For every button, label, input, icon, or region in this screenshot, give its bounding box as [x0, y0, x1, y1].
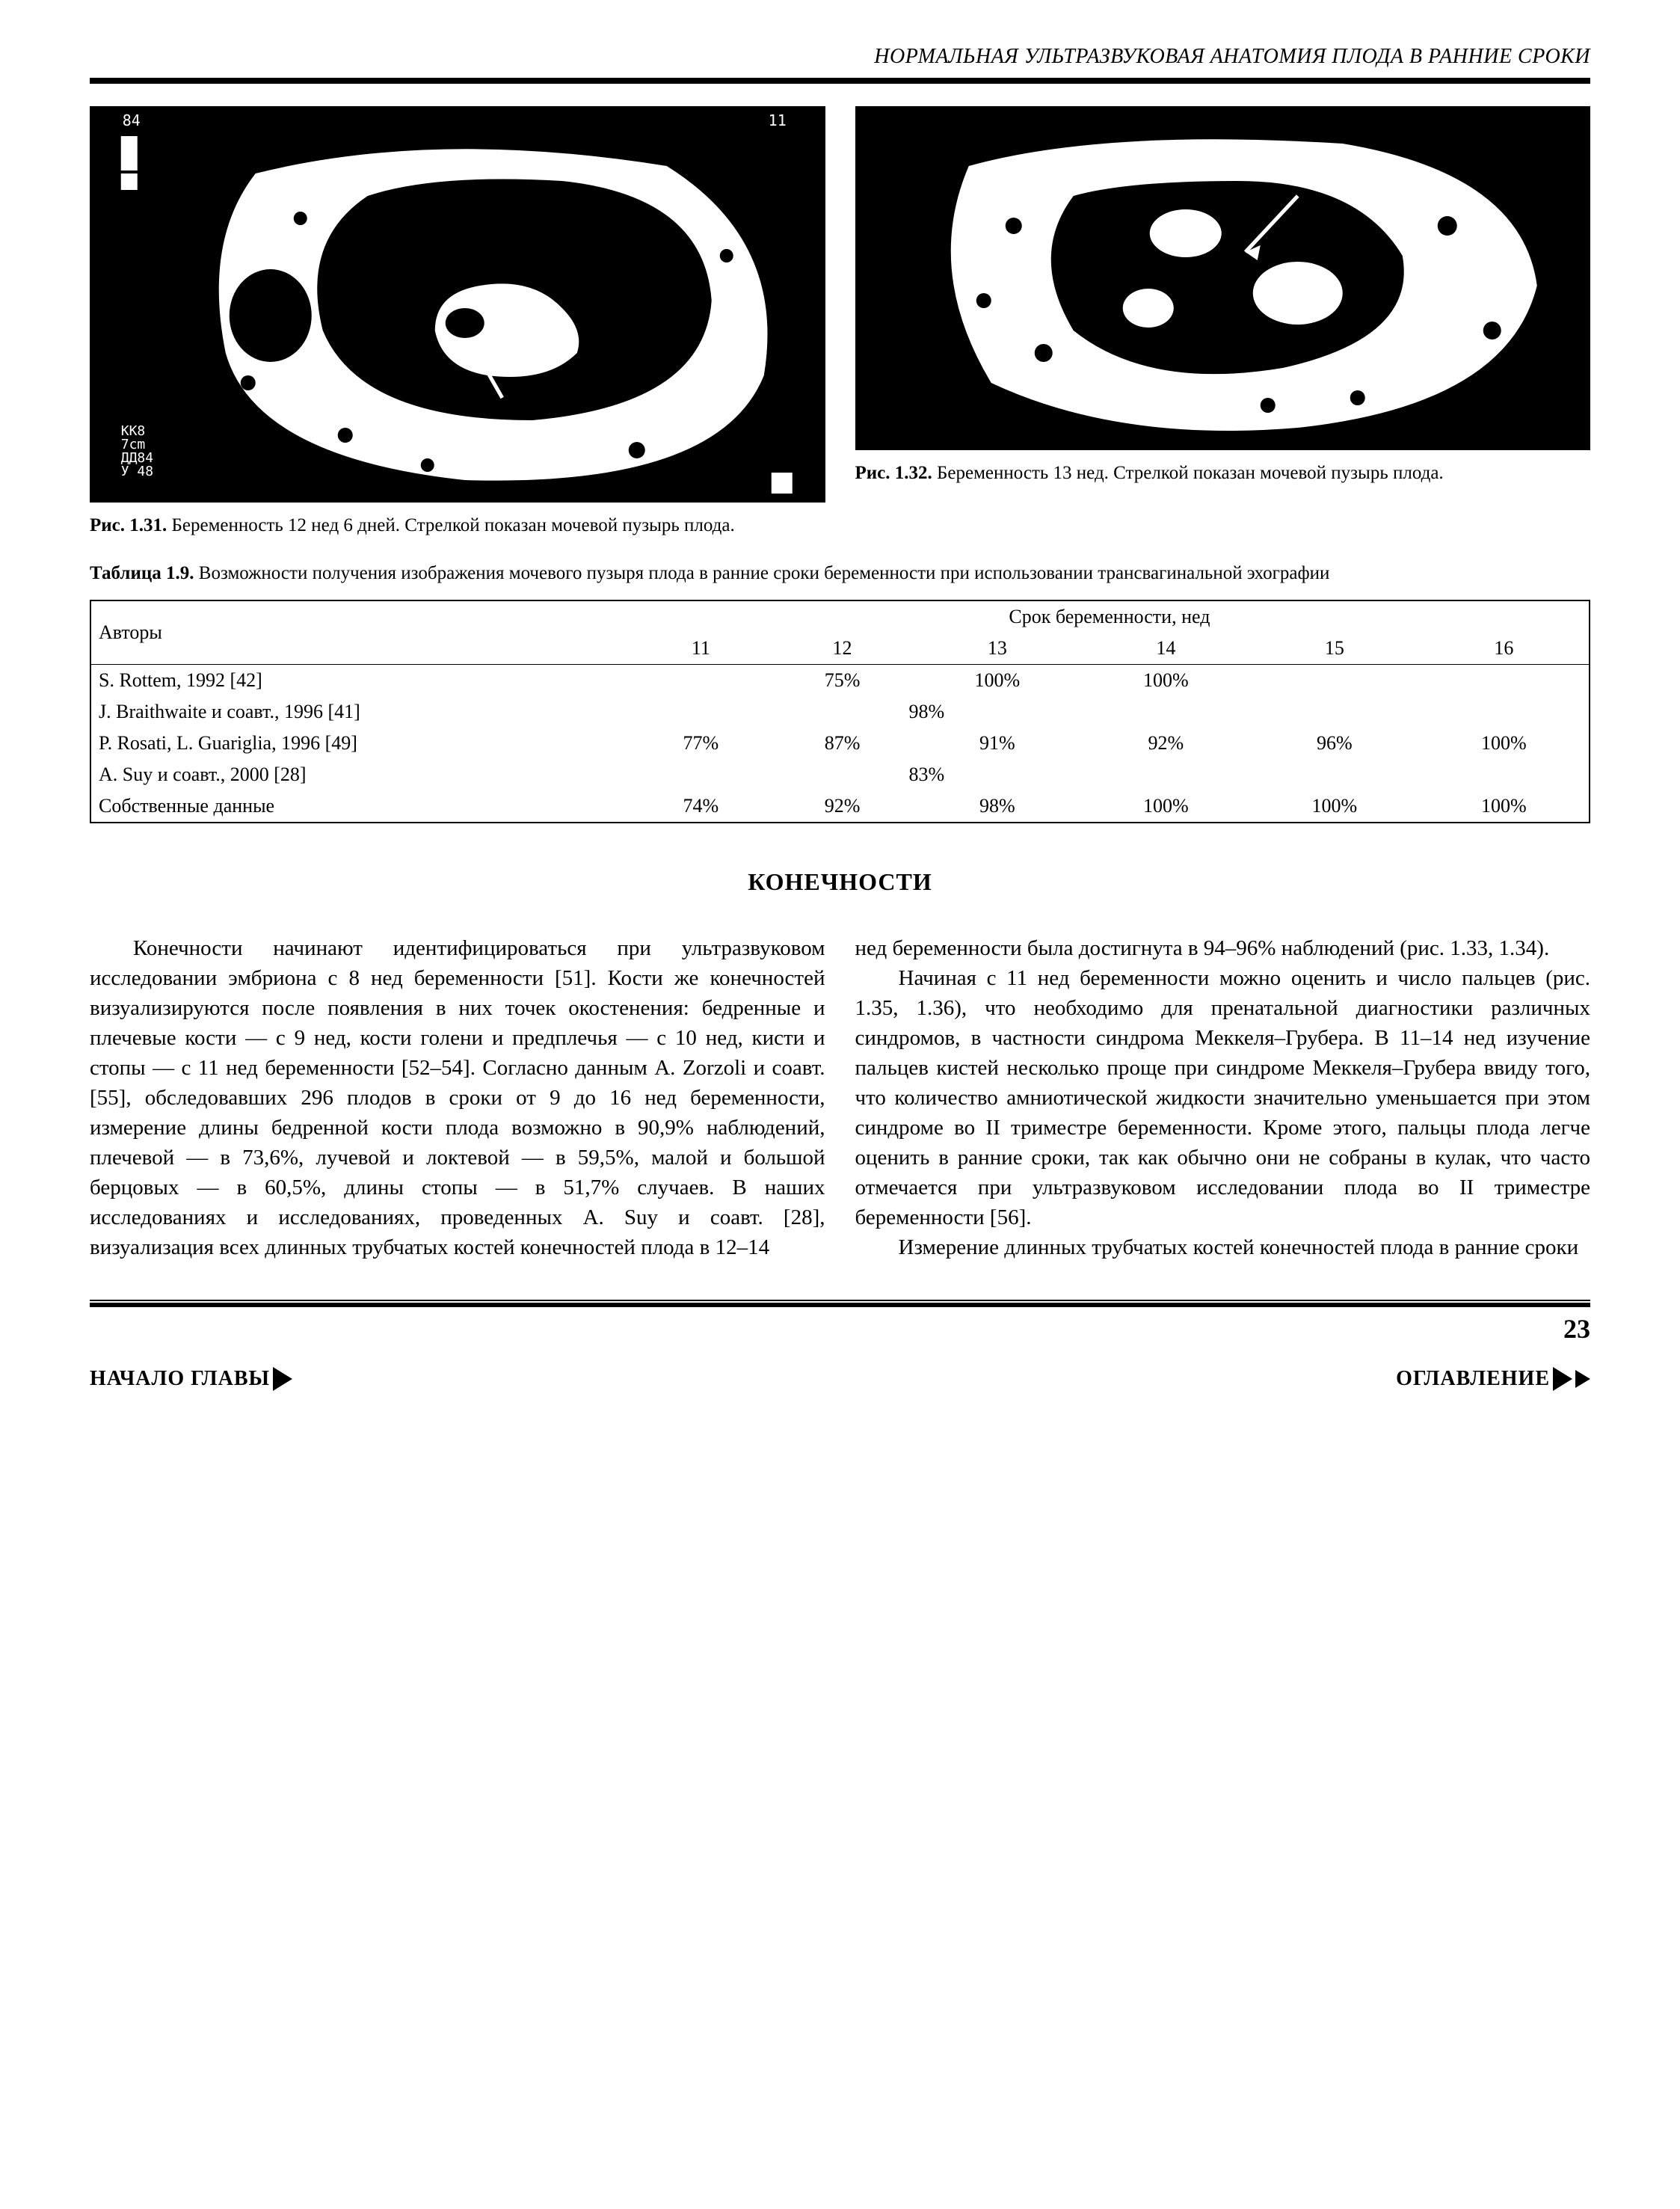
- figure-1-31: 84 KK8 7cm ДД84 У 48 11: [90, 106, 825, 538]
- td-val: 98%: [913, 790, 1082, 823]
- figure-caption-right: Рис. 1.32. Беременность 13 нед. Стрелкой…: [855, 461, 1591, 486]
- figure-label-left: Рис. 1.31.: [90, 515, 167, 535]
- running-head: НОРМАЛЬНАЯ УЛЬТРАЗВУКОВАЯ АНАТОМИЯ ПЛОДА…: [90, 45, 1590, 75]
- figure-text-right: Беременность 13 нед. Стрелкой показан мо…: [937, 463, 1444, 483]
- td-val: 92%: [772, 790, 913, 823]
- td-val: 74%: [630, 790, 772, 823]
- td-val: [1082, 759, 1251, 790]
- svg-text:11: 11: [769, 111, 787, 129]
- svg-text:84: 84: [123, 111, 141, 129]
- figure-text-left: Беременность 12 нед 6 дней. Стрелкой пок…: [172, 515, 735, 535]
- td-val: [630, 759, 772, 790]
- td-val: 75%: [772, 664, 913, 696]
- td-val: 100%: [1082, 664, 1251, 696]
- page-number: 23: [90, 1313, 1590, 1345]
- body-text: Конечности начинают идентифицироваться п…: [90, 933, 1590, 1262]
- th-week: 14: [1082, 633, 1251, 665]
- th-week: 11: [630, 633, 772, 665]
- footer-rule: [90, 1300, 1590, 1307]
- table-1-9: Авторы Срок беременности, нед 1112131415…: [90, 600, 1590, 823]
- th-week: 16: [1419, 633, 1590, 665]
- table-label: Таблица 1.9.: [90, 563, 194, 583]
- footer-nav: НАЧАЛО ГЛАВЫ ОГЛАВЛЕНИЕ: [90, 1367, 1590, 1391]
- td-val: [1082, 696, 1251, 728]
- play-icon: [273, 1367, 292, 1391]
- section-title: КОНЕЧНОСТИ: [90, 868, 1590, 896]
- th-span: Срок беременности, нед: [630, 600, 1590, 633]
- nav-chapter-start[interactable]: НАЧАЛО ГЛАВЫ: [90, 1367, 292, 1391]
- td-val: [1419, 664, 1590, 696]
- td-val: 100%: [1419, 728, 1590, 759]
- para-3: Начиная с 11 нед беременности можно оцен…: [855, 963, 1591, 1232]
- td-val: 87%: [772, 728, 913, 759]
- td-val: [630, 664, 772, 696]
- td-val: 91%: [913, 728, 1082, 759]
- td-val: [1250, 759, 1419, 790]
- td-val: [1250, 664, 1419, 696]
- th-authors: Авторы: [90, 600, 630, 665]
- td-val: 92%: [1082, 728, 1251, 759]
- td-author: Собственные данные: [90, 790, 630, 823]
- para-2: нед беременности была достигнута в 94–96…: [855, 933, 1591, 963]
- svg-text:У 48: У 48: [121, 464, 153, 479]
- td-val: 100%: [1419, 790, 1590, 823]
- td-author: S. Rottem, 1992 [42]: [90, 664, 630, 696]
- nav-toc-label: ОГЛАВЛЕНИЕ: [1396, 1367, 1550, 1391]
- th-week: 12: [772, 633, 913, 665]
- ultrasound-image-right: [855, 106, 1591, 450]
- table-caption: Таблица 1.9. Возможности получения изобр…: [90, 561, 1590, 586]
- td-val: 100%: [913, 664, 1082, 696]
- td-author: A. Suy и соавт., 2000 [28]: [90, 759, 630, 790]
- para-4: Измерение длинных трубчатых костей конеч…: [855, 1232, 1591, 1262]
- ultrasound-image-left: 84 KK8 7cm ДД84 У 48 11: [90, 106, 825, 503]
- td-val: 100%: [1250, 790, 1419, 823]
- td-val: 77%: [630, 728, 772, 759]
- td-val: [630, 696, 772, 728]
- td-author: J. Braithwaite и соавт., 1996 [41]: [90, 696, 630, 728]
- nav-chapter-label: НАЧАЛО ГЛАВЫ: [90, 1367, 270, 1391]
- play-icon: [1575, 1370, 1590, 1388]
- td-val: 83%: [772, 759, 1082, 790]
- figure-1-32: Рис. 1.32. Беременность 13 нед. Стрелкой…: [855, 106, 1591, 486]
- play-icon: [1553, 1367, 1572, 1391]
- header-rule: [90, 78, 1590, 84]
- td-val: 98%: [772, 696, 1082, 728]
- nav-toc[interactable]: ОГЛАВЛЕНИЕ: [1396, 1367, 1590, 1391]
- td-val: 96%: [1250, 728, 1419, 759]
- figures-row: 84 KK8 7cm ДД84 У 48 11: [90, 106, 1590, 538]
- table-title: Возможности получения изображения мочево…: [199, 563, 1330, 583]
- para-1: Конечности начинают идентифицироваться п…: [90, 933, 825, 1262]
- th-week: 15: [1250, 633, 1419, 665]
- th-week: 13: [913, 633, 1082, 665]
- figure-caption-left: Рис. 1.31. Беременность 12 нед 6 дней. С…: [90, 513, 825, 538]
- td-val: [1419, 759, 1590, 790]
- td-val: [1419, 696, 1590, 728]
- td-val: 100%: [1082, 790, 1251, 823]
- td-author: P. Rosati, L. Guariglia, 1996 [49]: [90, 728, 630, 759]
- td-val: [1250, 696, 1419, 728]
- figure-label-right: Рис. 1.32.: [855, 463, 932, 483]
